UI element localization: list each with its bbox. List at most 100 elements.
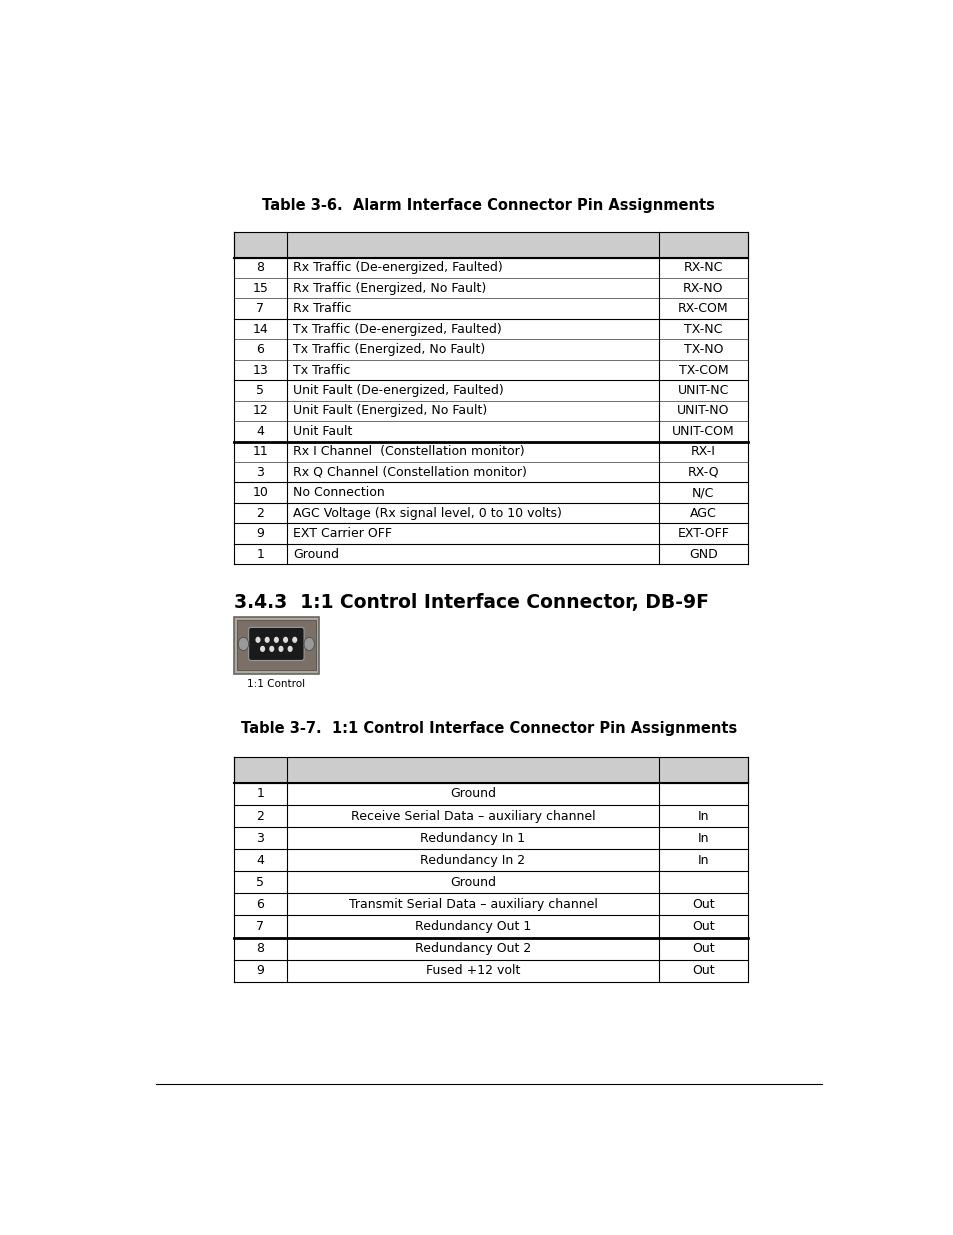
Bar: [233, 524, 747, 543]
Circle shape: [274, 637, 278, 642]
Text: 14: 14: [253, 322, 268, 336]
Text: 11: 11: [253, 446, 268, 458]
FancyBboxPatch shape: [249, 627, 304, 661]
Circle shape: [270, 646, 274, 651]
Circle shape: [304, 637, 314, 651]
Text: 2: 2: [256, 810, 264, 823]
Bar: [233, 937, 747, 960]
Bar: [233, 850, 747, 871]
Bar: [233, 915, 747, 937]
Text: Rx Traffic: Rx Traffic: [293, 303, 351, 315]
Text: 3: 3: [256, 466, 264, 479]
Text: 6: 6: [256, 343, 264, 356]
Text: UNIT-NC: UNIT-NC: [677, 384, 728, 396]
Text: N/C: N/C: [692, 487, 714, 499]
Text: 12: 12: [253, 404, 268, 417]
Circle shape: [265, 637, 269, 642]
Text: 13: 13: [253, 363, 268, 377]
Bar: [236, 620, 315, 669]
Bar: [233, 893, 747, 915]
Bar: [233, 503, 747, 524]
Circle shape: [288, 646, 292, 651]
Bar: [233, 871, 747, 893]
Text: Out: Out: [691, 898, 714, 911]
Bar: [233, 319, 747, 380]
Text: 4: 4: [256, 853, 264, 867]
Text: Rx Q Channel (Constellation monitor): Rx Q Channel (Constellation monitor): [293, 466, 526, 479]
Text: 7: 7: [256, 303, 264, 315]
Circle shape: [255, 637, 259, 642]
Text: Tx Traffic: Tx Traffic: [293, 363, 350, 377]
Text: 8: 8: [256, 262, 264, 274]
Text: Ground: Ground: [450, 788, 496, 800]
Text: EXT-OFF: EXT-OFF: [677, 527, 728, 540]
Bar: [233, 616, 318, 673]
Text: AGC: AGC: [689, 506, 716, 520]
Text: Redundancy In 1: Redundancy In 1: [420, 831, 525, 845]
Bar: [233, 543, 747, 564]
Text: 1:1 Control: 1:1 Control: [247, 679, 305, 689]
Text: Fused +12 volt: Fused +12 volt: [425, 965, 519, 977]
Text: EXT Carrier OFF: EXT Carrier OFF: [293, 527, 392, 540]
Text: RX-COM: RX-COM: [678, 303, 728, 315]
Bar: [233, 258, 747, 319]
Text: UNIT-NO: UNIT-NO: [677, 404, 729, 417]
Text: In: In: [697, 853, 708, 867]
Text: Tx Traffic (Energized, No Fault): Tx Traffic (Energized, No Fault): [293, 343, 485, 356]
Text: Unit Fault (De-energized, Faulted): Unit Fault (De-energized, Faulted): [293, 384, 503, 396]
Text: Tx Traffic (De-energized, Faulted): Tx Traffic (De-energized, Faulted): [293, 322, 501, 336]
Bar: [233, 783, 747, 805]
Text: In: In: [697, 831, 708, 845]
Text: UNIT-COM: UNIT-COM: [671, 425, 734, 438]
Text: RX-NC: RX-NC: [683, 262, 722, 274]
Text: In: In: [697, 810, 708, 823]
Text: Rx Traffic (De-energized, Faulted): Rx Traffic (De-energized, Faulted): [293, 262, 502, 274]
Text: Rx I Channel  (Constellation monitor): Rx I Channel (Constellation monitor): [293, 446, 524, 458]
Circle shape: [283, 637, 287, 642]
Text: Rx Traffic (Energized, No Fault): Rx Traffic (Energized, No Fault): [293, 282, 486, 295]
Text: Unit Fault (Energized, No Fault): Unit Fault (Energized, No Fault): [293, 404, 487, 417]
Bar: [233, 805, 747, 827]
Text: 5: 5: [256, 384, 264, 396]
Bar: [233, 380, 747, 442]
Text: TX-COM: TX-COM: [678, 363, 727, 377]
Text: 8: 8: [256, 942, 264, 955]
Text: Out: Out: [691, 942, 714, 955]
Circle shape: [293, 637, 296, 642]
Text: Out: Out: [691, 965, 714, 977]
Bar: [233, 232, 747, 258]
Text: RX-I: RX-I: [690, 446, 715, 458]
Bar: [233, 757, 747, 783]
Circle shape: [279, 646, 282, 651]
Text: 1: 1: [256, 788, 264, 800]
Text: 3.4.3  1:1 Control Interface Connector, DB-9F: 3.4.3 1:1 Control Interface Connector, D…: [233, 593, 708, 611]
Text: Receive Serial Data – auxiliary channel: Receive Serial Data – auxiliary channel: [351, 810, 595, 823]
Text: 9: 9: [256, 527, 264, 540]
Text: 4: 4: [256, 425, 264, 438]
Text: No Connection: No Connection: [293, 487, 384, 499]
Text: TX-NO: TX-NO: [683, 343, 722, 356]
Bar: [233, 442, 747, 483]
Text: TX-NC: TX-NC: [683, 322, 721, 336]
Text: 3: 3: [256, 831, 264, 845]
Circle shape: [238, 637, 249, 651]
Text: 7: 7: [256, 920, 264, 932]
Text: Ground: Ground: [293, 547, 338, 561]
Text: 9: 9: [256, 965, 264, 977]
Text: Table 3-6.  Alarm Interface Connector Pin Assignments: Table 3-6. Alarm Interface Connector Pin…: [262, 198, 715, 212]
Text: Redundancy Out 2: Redundancy Out 2: [415, 942, 531, 955]
Bar: [233, 483, 747, 503]
Text: 15: 15: [253, 282, 268, 295]
Text: Transmit Serial Data – auxiliary channel: Transmit Serial Data – auxiliary channel: [348, 898, 597, 911]
Text: RX-NO: RX-NO: [682, 282, 722, 295]
Text: AGC Voltage (Rx signal level, 0 to 10 volts): AGC Voltage (Rx signal level, 0 to 10 vo…: [293, 506, 561, 520]
Text: Unit Fault: Unit Fault: [293, 425, 352, 438]
Text: 2: 2: [256, 506, 264, 520]
Bar: [233, 960, 747, 982]
Circle shape: [260, 646, 264, 651]
Text: Ground: Ground: [450, 876, 496, 889]
Text: 1: 1: [256, 547, 264, 561]
Text: 5: 5: [256, 876, 264, 889]
Text: 6: 6: [256, 898, 264, 911]
Bar: [233, 827, 747, 850]
